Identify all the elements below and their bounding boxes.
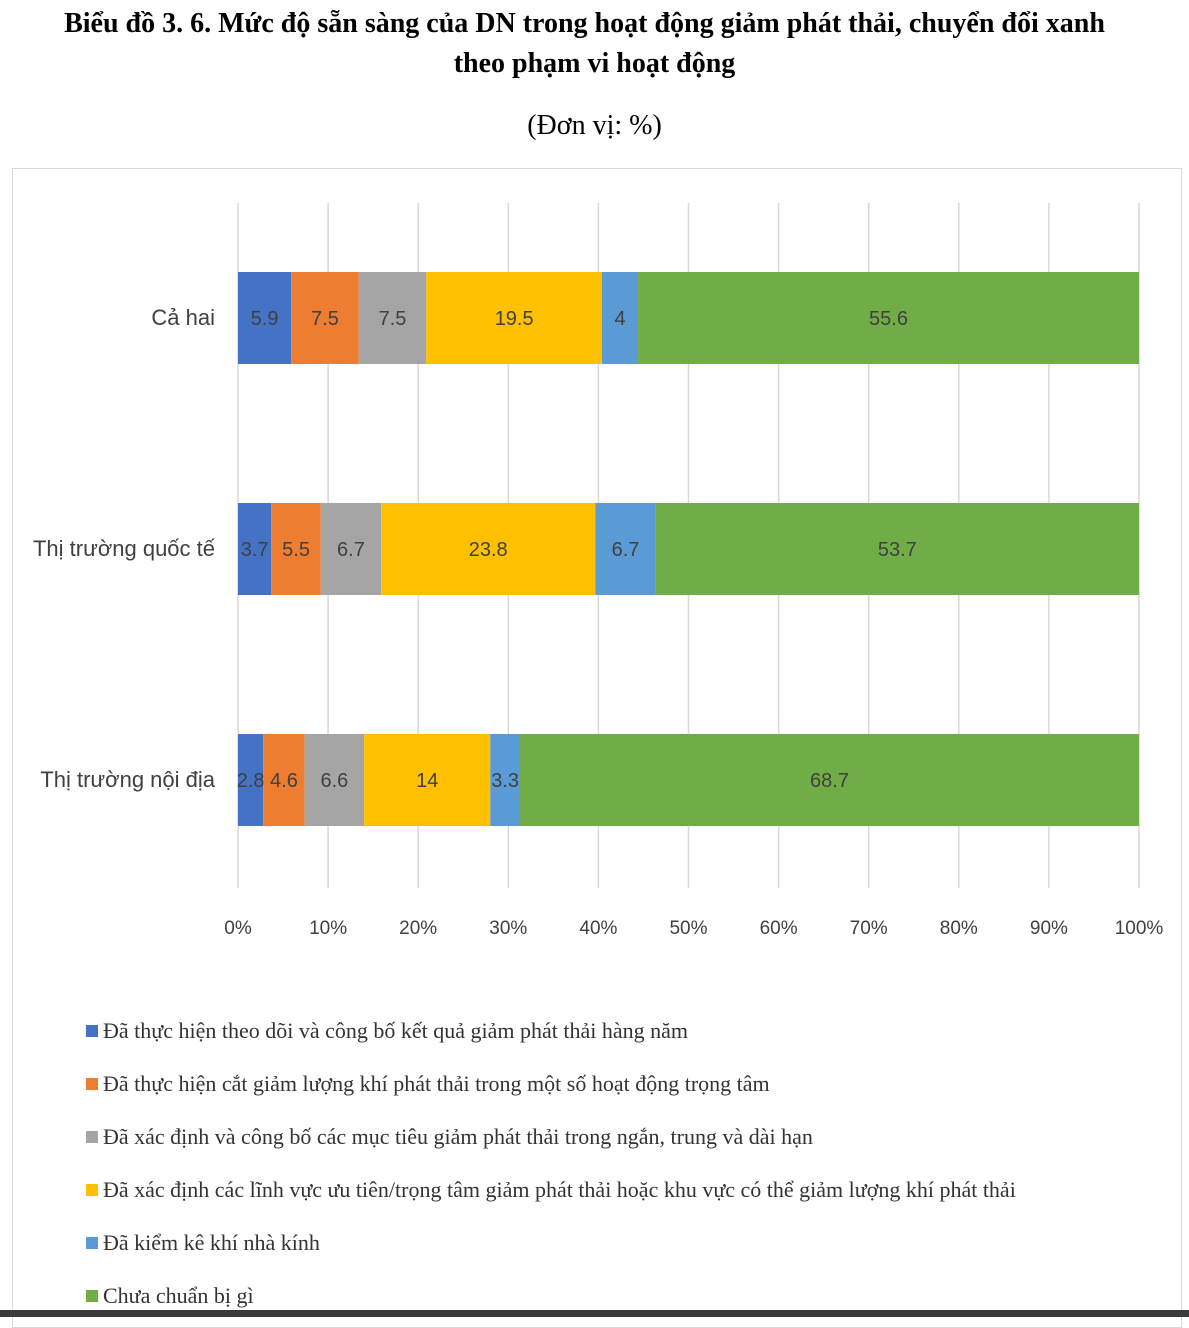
- data-label: 6.6: [321, 770, 349, 792]
- bar-segment: [320, 503, 382, 595]
- legend-swatch: [86, 1183, 98, 1196]
- legend-label: Đã xác định và công bố các mục tiêu giảm…: [103, 1123, 813, 1149]
- category-label: Cả hai: [151, 305, 215, 330]
- category-label: Thị trường quốc tế: [33, 536, 215, 561]
- chart-title-line2: theo phạm vi hoạt động: [453, 48, 736, 79]
- x-tick-label: 80%: [940, 918, 978, 939]
- chart-unit: (Đơn vị: %): [527, 110, 662, 141]
- data-label: 7.5: [379, 308, 407, 330]
- bar-segment: [238, 503, 272, 595]
- legend-swatch: [86, 1236, 98, 1249]
- data-label: 3.3: [491, 770, 519, 792]
- data-label: 53.7: [878, 539, 917, 561]
- data-label: 6.7: [337, 539, 365, 561]
- data-label: 55.6: [869, 308, 908, 330]
- x-tick-label: 70%: [850, 918, 888, 939]
- data-label: 3.7: [241, 539, 269, 561]
- bar-segment: [381, 503, 596, 595]
- x-tick-label: 30%: [489, 918, 527, 939]
- bar-segment: [602, 272, 639, 364]
- data-label: 4: [614, 308, 625, 330]
- data-label: 6.7: [612, 539, 640, 561]
- legend-item: Đã xác định các lĩnh vực ưu tiên/trọng t…: [86, 1163, 1176, 1216]
- legend-label: Đã xác định các lĩnh vực ưu tiên/trọng t…: [103, 1176, 1016, 1202]
- bar-segment: [238, 272, 292, 364]
- legend-item: Đã kiểm kê khí nhà kính: [86, 1216, 1176, 1269]
- x-tick-label: 0%: [224, 918, 252, 939]
- bar-segment: [520, 734, 1139, 826]
- chart-legend: Đã thực hiện theo dõi và công bố kết quả…: [86, 1004, 1176, 1322]
- bar-segment: [490, 734, 521, 826]
- legend-item: Đã thực hiện theo dõi và công bố kết quả…: [86, 1004, 1176, 1057]
- bar-segment: [271, 503, 321, 595]
- legend-swatch: [86, 1130, 98, 1143]
- data-label: 14: [416, 770, 438, 792]
- legend-swatch: [86, 1077, 98, 1090]
- category-label: Thị trường nội địa: [40, 767, 215, 792]
- x-tick-label: 10%: [309, 918, 347, 939]
- bar-segment: [358, 272, 427, 364]
- legend-label: Đã thực hiện theo dõi và công bố kết quả…: [103, 1017, 688, 1043]
- bar-segment: [595, 503, 656, 595]
- x-tick-label: 100%: [1115, 918, 1164, 939]
- legend-item: Chưa chuẩn bị gì: [86, 1269, 1176, 1322]
- x-tick-label: 20%: [399, 918, 437, 939]
- bar-segment: [655, 503, 1139, 595]
- x-tick-label: 90%: [1030, 918, 1068, 939]
- x-tick-label: 50%: [669, 918, 707, 939]
- legend-label: Đã thực hiện cắt giảm lượng khí phát thả…: [103, 1070, 770, 1096]
- data-label: 19.5: [495, 308, 534, 330]
- bar-segment: [263, 734, 305, 826]
- chart-title: Biểu đồ 3. 6. Mức độ sẵn sàng của DN tro…: [0, 4, 1189, 84]
- bar-segment: [291, 272, 359, 364]
- legend-item: Đã thực hiện cắt giảm lượng khí phát thả…: [86, 1057, 1176, 1110]
- data-label: 2.8: [237, 770, 265, 792]
- legend-label: Chưa chuẩn bị gì: [103, 1282, 254, 1308]
- x-tick-label: 40%: [579, 918, 617, 939]
- bar-segment: [304, 734, 365, 826]
- legend-swatch: [86, 1289, 98, 1302]
- chart-title-line1: Biểu đồ 3. 6. Mức độ sẵn sàng của DN tro…: [64, 8, 1105, 39]
- x-tick-label: 60%: [760, 918, 798, 939]
- bar-segment: [238, 734, 264, 826]
- bar-segment: [426, 272, 603, 364]
- data-label: 7.5: [311, 308, 339, 330]
- data-label: 5.9: [251, 308, 279, 330]
- data-label: 5.5: [282, 539, 310, 561]
- bar-segment: [364, 734, 491, 826]
- data-label: 23.8: [469, 539, 508, 561]
- data-label: 68.7: [810, 770, 849, 792]
- chart-plot: 0% 10% 20% 30% 40% 50% 60% 70% 80% 90% 100% 5.9 7.5 7…: [33, 203, 1164, 939]
- data-label: 4.6: [270, 770, 298, 792]
- legend-label: Đã kiểm kê khí nhà kính: [103, 1229, 320, 1255]
- bar-segment: [638, 272, 1139, 364]
- legend-swatch: [86, 1024, 98, 1037]
- legend-item: Đã xác định và công bố các mục tiêu giảm…: [86, 1110, 1176, 1163]
- bottom-border: [0, 1310, 1189, 1317]
